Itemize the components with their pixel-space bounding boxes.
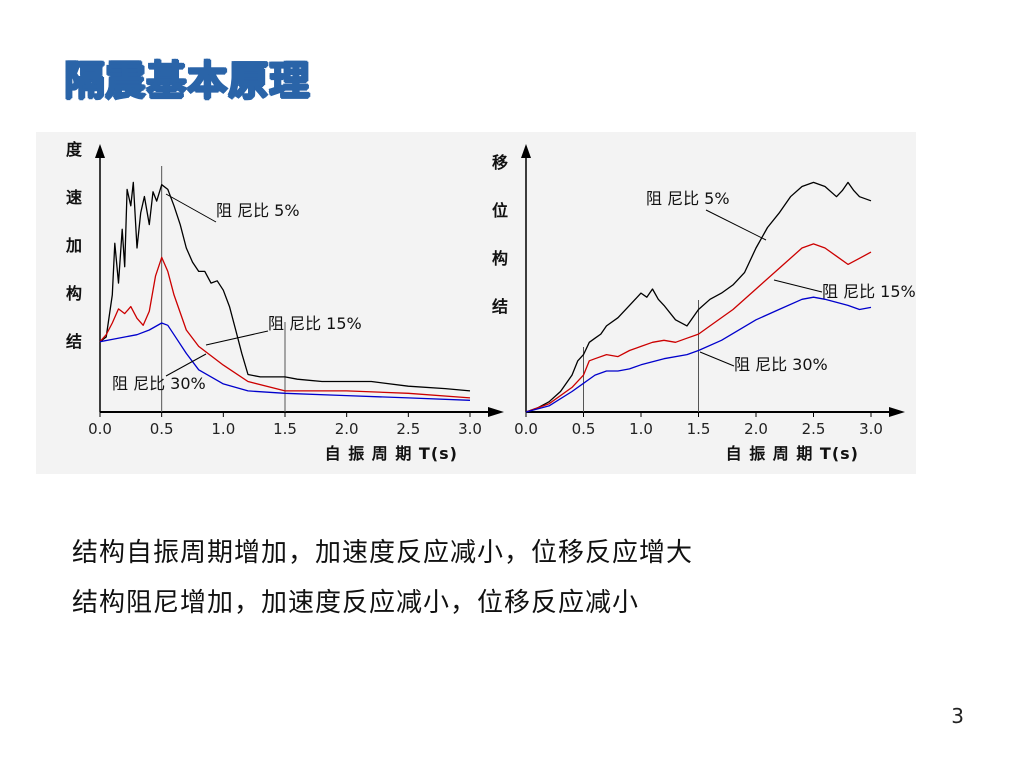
series-line [525,296,872,413]
chart-figure: 0.0 0.5 1.0 1.5 2.0 2.5 3.0 自 振 周 期 T(s) 结构加速度阻 … [36,132,916,474]
y-axis-label-char: 构 [66,284,82,303]
x-tick-label: 0.5 [150,420,174,438]
x-tick-label: 2.0 [744,420,768,438]
x-tick-label: 1.0 [629,420,653,438]
x-axis-label: 自 振 周 期 T(s) [325,444,458,463]
series-annotation: 阻 尼比 5% [216,201,300,220]
series-line [99,256,471,399]
series-annotation: 阻 尼比 15% [268,314,362,333]
x-tick-label: 1.5 [687,420,711,438]
series-annotation: 阻 尼比 5% [646,189,730,208]
annotation-leader [165,193,217,223]
annotation-leader [773,279,823,293]
series-line [99,181,471,392]
charts-svg: 0.0 0.5 1.0 1.5 2.0 2.5 3.0自 振 周 期 T(s)结构加速度阻 … [65,140,916,463]
body-line-1: 结构自振周期增加，加速度反应减小，位移反应增大 [72,538,694,568]
y-axis-label-char: 速 [66,188,82,207]
x-tick-label: 2.5 [802,420,826,438]
y-axis-label-char: 位 [492,201,508,220]
slide-title: 隔震基本原理 [64,58,310,104]
x-tick-label: 3.0 [458,420,482,438]
x-axis-arrow [889,407,905,417]
x-tick-label: 0.0 [514,420,538,438]
x-tick-label: 1.5 [273,420,297,438]
y-axis-label-char: 度 [66,140,83,159]
annotation-leader [705,209,767,241]
y-axis-arrow [521,144,531,158]
series-line [99,322,471,401]
x-tick-label: 2.0 [335,420,359,438]
annotation-leader [165,353,207,377]
annotation-leader [205,330,269,346]
series-line [525,181,872,413]
x-axis-label: 自 振 周 期 T(s) [726,444,859,463]
y-axis-arrow [95,144,105,158]
series-annotation: 阻 尼比 30% [112,374,206,393]
x-tick-label: 3.0 [859,420,883,438]
body-line-2: 结构阻尼增加，加速度反应减小，位移反应减小 [72,588,640,618]
y-axis-label-char: 结 [65,332,82,351]
y-axis-label-char: 移 [492,153,508,172]
page-number: 3 [951,704,964,728]
y-axis-label-char: 结 [491,297,508,316]
x-tick-label: 1.0 [211,420,235,438]
series-annotation: 阻 尼比 30% [734,355,828,374]
x-tick-label: 2.5 [396,420,420,438]
x-axis-arrow [488,407,504,417]
series-line [525,243,872,413]
series-annotation: 阻 尼比 15% [822,282,916,301]
x-tick-label: 0.5 [572,420,596,438]
annotation-leader [699,351,735,367]
y-axis-label-char: 构 [492,249,508,268]
x-tick-label: 0.0 [88,420,112,438]
y-axis-label-char: 加 [65,236,82,255]
